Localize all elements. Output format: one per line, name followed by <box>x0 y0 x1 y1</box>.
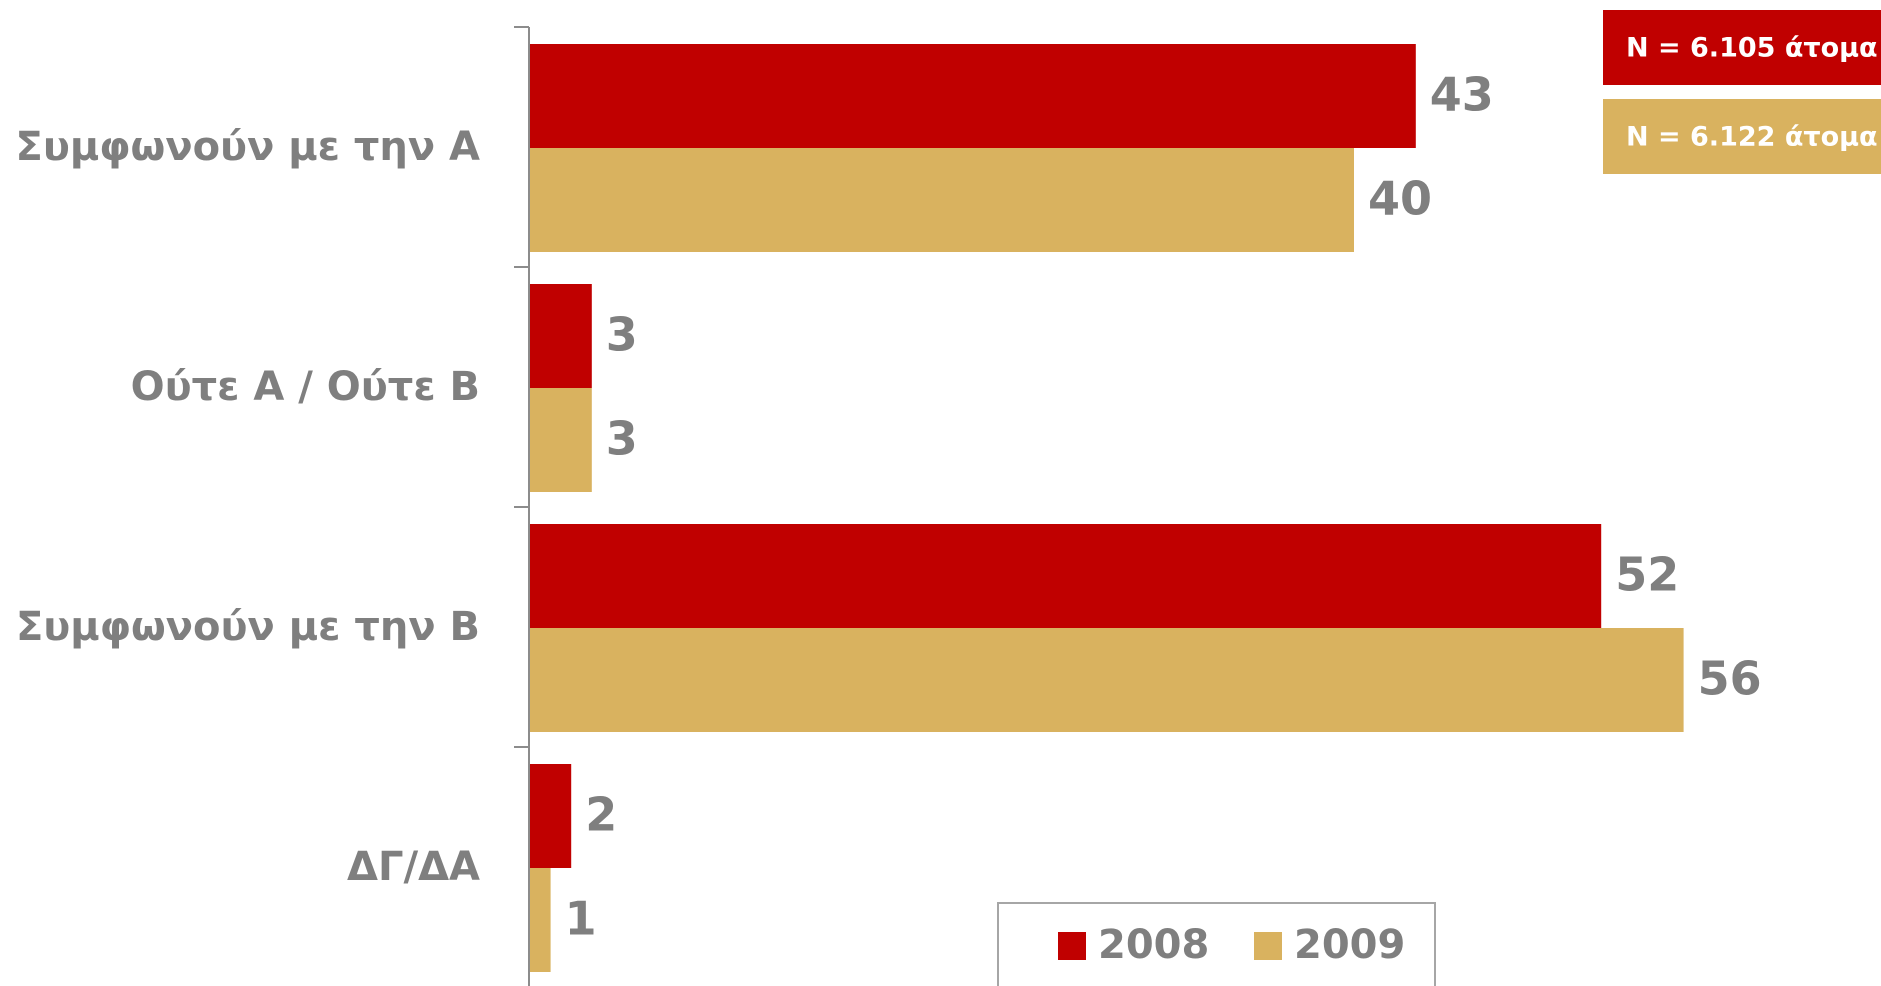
data-label: 40 <box>1368 172 1432 226</box>
bar-2009 <box>530 628 1684 732</box>
bar-2009 <box>530 868 551 972</box>
sample-size-box <box>1603 99 1881 174</box>
data-label: 3 <box>606 412 638 466</box>
category-label: Ούτε Α / Ούτε Β <box>131 364 480 410</box>
legend-label-2008: 2008 <box>1098 922 1209 968</box>
bar-2008 <box>530 284 592 388</box>
data-label: 43 <box>1430 68 1494 122</box>
legend-label-2009: 2009 <box>1294 922 1405 968</box>
legend-swatch-2009 <box>1254 932 1282 960</box>
bar-2008 <box>530 524 1602 628</box>
bar-2008 <box>530 764 572 868</box>
bar-2009 <box>530 148 1354 252</box>
legend-swatch-2008 <box>1058 932 1086 960</box>
category-label: Συμφωνούν με την Α <box>16 124 481 170</box>
data-label: 52 <box>1615 548 1679 602</box>
sample-size-text: N = 6.105 άτομα <box>1626 33 1878 64</box>
legend: 2008 2009 <box>997 902 1436 986</box>
category-label: Συμφωνούν με την Β <box>16 604 480 650</box>
category-label: ΔΓ/ΔΑ <box>347 844 480 890</box>
data-label: 3 <box>606 308 638 362</box>
sample-size-box <box>1603 10 1881 85</box>
bar-2009 <box>530 388 592 492</box>
category-labels: Συμφωνούν με την Α Ούτε Α / Ούτε Β Συμφωνο… <box>16 124 481 890</box>
sample-size-notes: N = 6.105 άτομα N = 6.122 άτομα <box>1603 10 1881 174</box>
data-label: 2 <box>585 788 617 842</box>
data-label: 1 <box>565 892 597 946</box>
bars <box>530 44 1684 972</box>
data-label: 56 <box>1698 652 1762 706</box>
sample-size-text: N = 6.122 άτομα <box>1626 122 1878 153</box>
value-labels: 43 40 3 3 52 56 2 1 <box>565 68 1762 946</box>
bar-2008 <box>530 44 1416 148</box>
y-axis <box>514 26 530 986</box>
